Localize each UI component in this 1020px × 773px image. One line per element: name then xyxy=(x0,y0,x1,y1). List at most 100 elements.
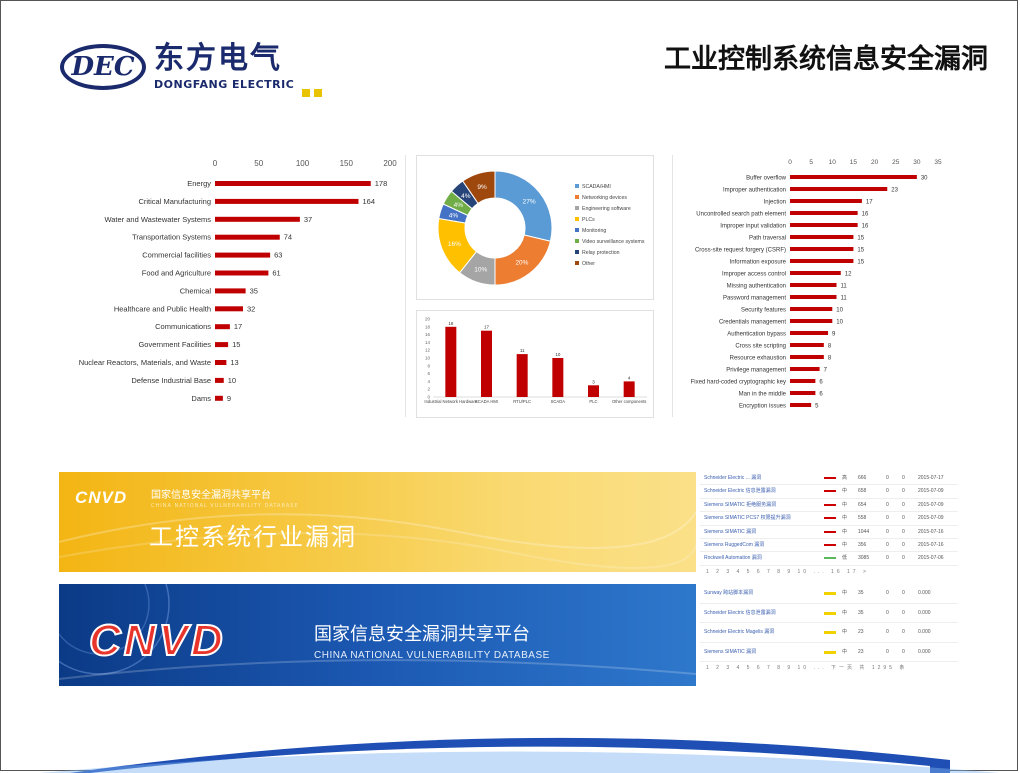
comment-count: 0 xyxy=(886,541,889,548)
severity-bar xyxy=(824,530,836,533)
y-tick-label: 10 xyxy=(425,356,431,361)
attention-count: 0 xyxy=(902,501,905,508)
data-label: 16 xyxy=(862,224,869,230)
bar xyxy=(790,271,841,275)
view-count: 35 xyxy=(858,590,864,596)
column xyxy=(516,354,528,397)
bar xyxy=(790,331,829,335)
category-label: Password management xyxy=(723,296,786,302)
attention-count: 0 xyxy=(902,528,905,535)
x-tick-label: 20 xyxy=(871,159,879,166)
donut-slice xyxy=(494,170,553,242)
vulnerability-row[interactable]: Schneider Electric 信息泄露漏洞 中 658 0 0 2015-07-0… xyxy=(700,485,958,499)
vulnerability-row[interactable]: Schneider Electric ... 漏洞 高 666 0 0 2015-07-1… xyxy=(700,472,958,486)
x-tick-label: 100 xyxy=(296,159,310,168)
banner-globe-decoration xyxy=(59,584,696,680)
vulnerability-row[interactable]: Siemens SIMATIC 拒绝服务漏洞 中 654 0 0 2015-07-09 xyxy=(700,499,958,513)
vulnerability-row[interactable]: Siemens RuggedCom 漏洞 中 356 0 0 2015-07-16 xyxy=(700,539,958,553)
category-label: Commercial facilities xyxy=(142,251,211,260)
vulnerability-row[interactable]: Siemens SIMATIC 漏洞 中 1044 0 0 2015-07-16 xyxy=(700,526,958,539)
severity-bar xyxy=(824,490,836,493)
data-label: 61 xyxy=(272,269,280,278)
legend-swatch xyxy=(575,239,579,243)
data-label: 32 xyxy=(247,304,255,313)
platform-vulnerability-list: Sunway 跨站脚本漏洞中 35 0 0 0.000 Schneider Electri… xyxy=(700,584,958,674)
y-tick-label: 4 xyxy=(427,379,430,384)
y-tick-label: 2 xyxy=(427,387,430,392)
vulnerability-name-link[interactable]: Schneider Electric 信息泄露漏洞 xyxy=(704,609,776,616)
data-label: 15 xyxy=(857,236,864,242)
vulnerability-name-link[interactable]: Schneider Electric ... 漏洞 xyxy=(704,475,762,481)
bar xyxy=(215,377,224,383)
x-tick-label: 0 xyxy=(213,159,218,168)
x-tick-label: 200 xyxy=(383,159,397,168)
data-label: 10 xyxy=(836,308,843,314)
vulnerability-name-link[interactable]: Rockwell Automation 漏洞 xyxy=(704,555,762,562)
category-label: Dams xyxy=(191,394,211,403)
comment-count: 0 xyxy=(886,515,889,522)
severity-level: 中 xyxy=(842,648,848,655)
x-tick-label: SCADA HMI xyxy=(475,399,498,404)
category-label: Nuclear Reactors, Materials, and Waste xyxy=(79,358,211,367)
category-label: Authentication bypass xyxy=(727,332,786,338)
bar xyxy=(790,199,862,203)
vulnerability-name-link[interactable]: Siemens RuggedCom 漏洞 xyxy=(704,541,765,548)
severity-level: 中 xyxy=(842,488,848,495)
cnvd-name-cn: 国家信息安全漏洞共享平台 xyxy=(314,624,530,645)
category-label: Security features xyxy=(741,308,786,314)
x-tick-label: Industrial Network Hardware xyxy=(424,399,477,404)
x-tick-label: PLC xyxy=(589,399,597,404)
vulnerability-row[interactable]: Siemens SIMATIC 漏洞 中 23 0 0 0.000 xyxy=(700,643,958,662)
pagination[interactable]: 1 2 3 4 5 6 7 8 9 10 ... 16 17 > xyxy=(706,568,869,575)
bar xyxy=(790,367,820,371)
data-label: 30 xyxy=(921,176,928,182)
pagination[interactable]: 1 2 3 4 5 6 7 8 9 10 ... 下一页 共 1295 条 xyxy=(706,665,908,671)
vulnerability-name-link[interactable]: Siemens SIMATIC 拒绝服务漏洞 xyxy=(704,501,777,508)
publish-date: 2015-07-06 xyxy=(918,555,944,562)
column xyxy=(552,358,564,397)
vulnerability-name-link[interactable]: Siemens SIMATIC 漏洞 xyxy=(704,648,757,655)
column xyxy=(588,385,599,397)
legend-swatch xyxy=(575,228,579,232)
attention-count: 0 xyxy=(902,555,905,562)
x-tick-label: SCADA xyxy=(551,399,566,404)
vulnerability-row[interactable]: Sunway 跨站脚本漏洞 中 35 0 0 0.000 xyxy=(700,584,958,604)
legend-label: SCADA/HMI xyxy=(582,184,611,190)
y-tick-label: 8 xyxy=(427,363,430,368)
bar xyxy=(790,391,816,395)
severity-level: 中 xyxy=(842,629,848,635)
data-label: 9 xyxy=(227,394,231,403)
y-tick-label: 6 xyxy=(427,371,430,376)
bar xyxy=(215,288,246,294)
data-label: 8 xyxy=(828,356,832,362)
vulnerability-row[interactable]: Schneider Electric Magelis 漏洞 中 23 0 0 0.000 xyxy=(700,623,958,643)
data-label: 8 xyxy=(828,344,832,350)
x-tick-label: 25 xyxy=(892,159,900,166)
vulnerability-row[interactable]: Rockwell Automation 漏洞 低 3085 0 0 2015-07-06 xyxy=(700,552,958,566)
vulnerability-name-link[interactable]: Sunway 跨站脚本漏洞 xyxy=(704,590,754,596)
vulnerability-name-link[interactable]: Schneider Electric Magelis 漏洞 xyxy=(704,629,775,635)
publish-date: 2015-07-09 xyxy=(918,501,944,508)
vulnerability-row[interactable]: Schneider Electric 信息泄露漏洞 中 35 0 0 0.000 xyxy=(700,604,958,623)
data-label: 10 xyxy=(228,376,236,385)
x-tick-label: 150 xyxy=(340,159,354,168)
slice-label: 4% xyxy=(454,202,464,209)
bar xyxy=(215,216,300,222)
vulnerability-name-link[interactable]: Siemens SIMATIC 漏洞 xyxy=(704,528,757,535)
x-tick-label: 0 xyxy=(788,159,792,166)
vulnerability-name-link[interactable]: Siemens SIMATIC PCS7 权限提升漏洞 xyxy=(704,515,791,522)
severity-level: 中 xyxy=(842,528,848,535)
publish-date: 0.000 xyxy=(918,629,931,635)
severity-bar xyxy=(824,543,836,546)
bar xyxy=(215,234,280,240)
legend-label: Networking devices xyxy=(582,195,627,201)
bar xyxy=(215,395,223,401)
legend-label: PLCs xyxy=(582,217,595,223)
category-label: Resource exhaustion xyxy=(730,356,786,362)
y-tick-label: 16 xyxy=(425,332,431,337)
vulnerability-row[interactable]: Siemens SIMATIC PCS7 权限提升漏洞 中 558 0 0 2015-07… xyxy=(700,512,958,526)
data-label: 63 xyxy=(274,251,282,260)
data-label: 11 xyxy=(841,284,848,290)
vulnerability-name-link[interactable]: Schneider Electric 信息泄露漏洞 xyxy=(704,488,776,495)
legend-swatch xyxy=(575,250,579,254)
